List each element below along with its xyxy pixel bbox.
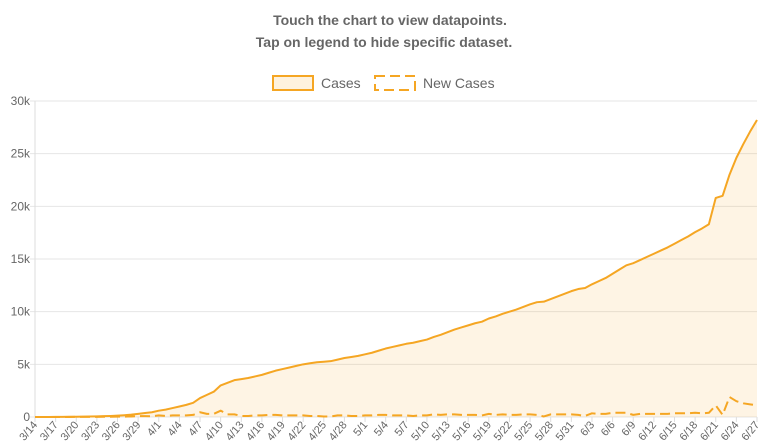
x-tick-label: 5/10 — [409, 419, 432, 441]
x-tick-label: 4/19 — [265, 419, 288, 441]
x-tick-label: 4/28 — [327, 419, 350, 441]
x-tick-label: 3/29 — [120, 419, 143, 441]
x-tick-label: 5/22 — [492, 419, 515, 441]
x-tick-label: 5/13 — [430, 419, 453, 441]
x-tick-label: 6/27 — [739, 419, 762, 441]
x-tick-label: 6/12 — [636, 419, 659, 441]
x-tick-label: 5/25 — [512, 419, 535, 441]
x-tick-label: 6/21 — [698, 419, 721, 441]
x-tick-label: 3/23 — [79, 419, 102, 441]
legend-swatch[interactable] — [272, 75, 314, 91]
x-tick-label: 5/1 — [351, 419, 370, 438]
y-tick-label: 5k — [17, 357, 31, 371]
x-tick-label: 5/31 — [554, 419, 577, 441]
legend: Cases New Cases — [272, 75, 495, 91]
y-tick-label: 10k — [11, 305, 31, 319]
chart-subtitle: Tap on legend to hide specific dataset. — [256, 34, 512, 50]
x-tick-label: 6/18 — [677, 419, 700, 441]
x-tick-label: 4/22 — [286, 419, 309, 441]
x-tick-label: 5/19 — [471, 419, 494, 441]
x-tick-label: 4/25 — [306, 419, 329, 441]
x-tick-label: 4/1 — [145, 419, 164, 438]
x-tick-label: 6/3 — [578, 419, 597, 438]
y-tick-label: 30k — [11, 94, 31, 108]
y-tick-label: 15k — [11, 252, 31, 266]
x-tick-label: 3/20 — [59, 419, 82, 441]
x-tick-label: 4/10 — [203, 419, 226, 441]
legend-item[interactable]: Cases — [272, 75, 361, 91]
x-tick-label: 4/4 — [166, 419, 185, 438]
line — [34, 119, 758, 418]
y-tick-label: 0 — [23, 410, 30, 424]
x-tick-label: 4/13 — [224, 419, 247, 441]
legend-label[interactable]: New Cases — [423, 75, 495, 91]
x-tick-label: 6/24 — [719, 419, 742, 441]
x-tick-label: 4/16 — [244, 419, 267, 441]
area — [35, 119, 757, 418]
chart-title: Touch the chart to view datapoints. — [273, 12, 507, 28]
x-tick-label: 3/14 — [17, 419, 40, 441]
legend-label[interactable]: Cases — [321, 75, 361, 91]
x-tick-label: 5/16 — [451, 419, 474, 441]
y-tick-label: 20k — [11, 199, 31, 213]
x-tick-label: 3/17 — [38, 419, 61, 441]
legend-item[interactable]: New Cases — [374, 75, 495, 91]
x-tick-label: 6/15 — [657, 419, 680, 441]
line — [34, 395, 758, 418]
legend-swatch-border[interactable] — [374, 75, 416, 91]
legend-swatch[interactable] — [374, 75, 416, 91]
x-tick-label: 3/26 — [100, 419, 123, 441]
x-tick-label: 5/28 — [533, 419, 556, 441]
x-tick-label: 5/4 — [372, 419, 391, 438]
x-tick-label: 6/6 — [599, 419, 618, 438]
y-tick-label: 25k — [11, 147, 31, 161]
legend-swatch-border[interactable] — [272, 75, 314, 91]
